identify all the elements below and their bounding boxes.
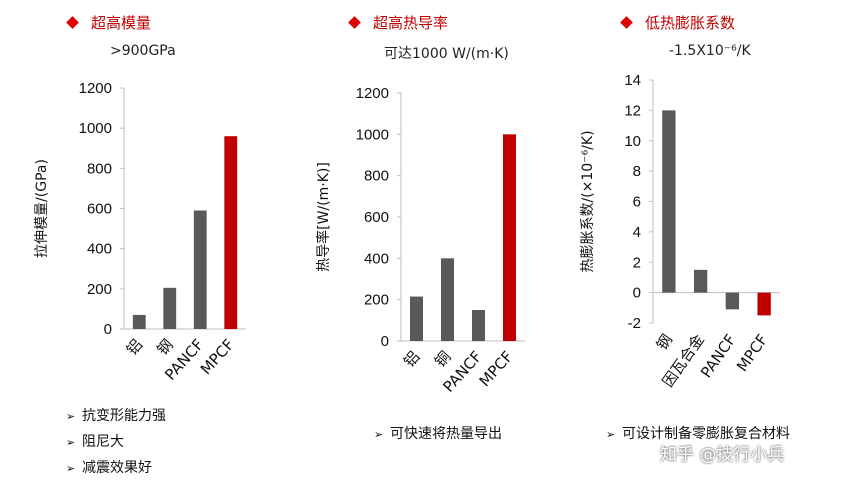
y-tick-label: 800 [364,168,389,185]
panel-header: 超高模量 [66,12,152,33]
y-tick-label: 1200 [356,85,389,102]
y-tick-label: 0 [381,333,389,350]
y-tick-label: 400 [364,250,389,267]
y-tick-label: 0 [104,321,112,338]
arrow-bullet-icon: ➢ [66,410,76,423]
bar [224,136,238,329]
y-tick-label: 600 [87,201,112,218]
y-tick-label: 0 [633,285,641,302]
y-tick-label: 4 [633,224,641,241]
x-tick-label: 钢 [653,331,676,354]
arrow-bullet-icon: ➢ [606,428,616,441]
bullet-item: ➢ 可设计制备零膨胀复合材料 [606,424,790,450]
y-axis-label: 拉伸模量/(GPa) [34,159,50,258]
bar [725,292,740,310]
y-tick-label: 10 [624,133,641,150]
y-tick-label: -2 [628,315,641,332]
y-tick-label: 600 [364,209,389,226]
y-tick-label: 800 [87,160,112,177]
y-tick-label: 200 [87,281,112,298]
watermark: 知乎 @技行小兵 [660,445,785,465]
y-tick-label: 2 [633,254,641,271]
arrow-bullet-icon: ➢ [374,428,384,441]
bar [193,210,207,329]
y-tick-label: 1000 [356,126,389,143]
panel-header: 超高热导率 [348,12,449,33]
bullet-item: ➢ 抗变形能力强 [66,406,166,432]
bar [693,269,708,293]
bullet-list: ➢ 抗变形能力强 ➢ 阻尼大 ➢ 减震效果好 [66,406,166,484]
arrow-bullet-icon: ➢ [66,462,76,475]
bar [662,110,676,293]
panel-header: 低热膨胀系数 [620,12,736,33]
y-tick-label: 200 [364,292,389,309]
x-tick-label: MPCF [733,331,771,375]
y-axis-label: 热膨胀系数/(×10⁻⁶/K) [579,130,596,272]
panel-subheader: >900GPa [110,43,176,59]
y-tick-label: 400 [87,241,112,258]
bar [502,134,517,341]
panel-subheader: -1.5X10⁻⁶/K [669,43,751,59]
y-tick-label: 12 [624,102,641,119]
y-tick-label: 8 [633,163,641,180]
bar [471,310,486,341]
panel-subheader: 可达1000 W/(m·K) [384,46,509,62]
y-tick-label: 6 [633,194,641,211]
y-tick-label: 1200 [79,80,112,97]
y-tick-label: 14 [624,72,641,89]
bullet-item: ➢ 减震效果好 [66,458,166,484]
header-text: 超高热导率 [373,14,449,32]
arrow-bullet-icon: ➢ [66,436,76,449]
bar [409,296,424,341]
bar [132,314,146,329]
y-tick-label: 1000 [79,120,112,137]
y-axis-label: 热导率[W/(m·K)] [315,162,332,272]
bullet-item: ➢ 可快速将热量导出 [374,424,502,450]
bar [757,292,771,316]
header-text: 超高模量 [91,14,152,32]
bar [440,258,455,341]
bullet-list: ➢ 可快速将热量导出 [374,424,502,450]
bullet-list: ➢ 可设计制备零膨胀复合材料 [606,424,790,450]
bullet-item: ➢ 阻尼大 [66,432,166,458]
bar [163,287,177,329]
header-text: 低热膨胀系数 [645,14,736,32]
